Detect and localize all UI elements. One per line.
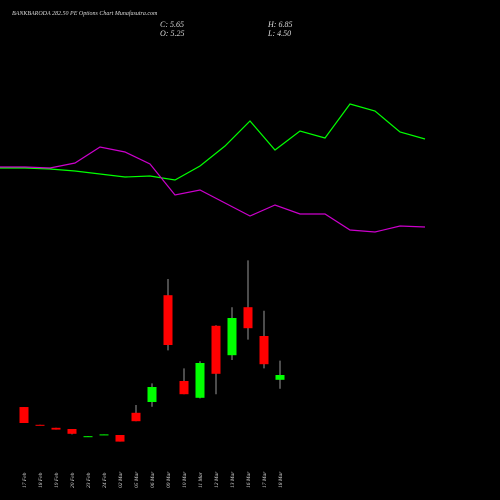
candle-body — [227, 318, 237, 356]
x-tick-label: 17 Mar — [262, 471, 268, 488]
ohlc-low: L: 4.50 — [267, 29, 291, 38]
candle-body — [259, 336, 269, 365]
x-tick-label: 17 Feb — [22, 472, 28, 488]
x-tick-label: 11 Mar — [198, 471, 204, 488]
ohlc-open: O: 5.25 — [160, 29, 184, 38]
candle-body — [83, 436, 93, 438]
x-tick-label: 05 Mar — [134, 471, 140, 488]
candle-body — [243, 307, 253, 329]
x-tick-label: 20 Feb — [70, 472, 76, 488]
x-tick-label: 06 Mar — [150, 471, 156, 488]
candle-body — [275, 375, 285, 380]
x-tick-label: 23 Feb — [86, 472, 92, 488]
chart-title: BANKBARODA 282.50 PE Options Chart Munaf… — [12, 10, 158, 17]
x-tick-label: 24 Feb — [101, 472, 108, 488]
candle-body — [35, 424, 45, 426]
x-tick-label: 12 Mar — [214, 471, 220, 488]
x-tick-label: 13 Mar — [230, 471, 236, 488]
candle-body — [131, 412, 141, 422]
candle-body — [163, 295, 173, 345]
indicator-line — [0, 146, 426, 233]
x-tick-label: 18 Mar — [278, 471, 284, 488]
x-tick-label: 10 Mar — [182, 471, 188, 488]
x-tick-label: 18 Feb — [38, 472, 44, 488]
candle-body — [19, 407, 29, 423]
x-tick-label: 09 Mar — [166, 471, 172, 488]
indicator-line — [0, 103, 426, 181]
x-tick-label: 02 Mar — [118, 471, 124, 488]
candle-body — [147, 387, 157, 402]
candle-body — [211, 325, 221, 374]
ohlc-high: H: 6.85 — [267, 20, 292, 29]
candle-body — [115, 435, 125, 442]
candle-body — [67, 429, 77, 434]
candle-body — [51, 427, 61, 430]
candle-body — [99, 434, 109, 436]
x-tick-label: 16 Mar — [246, 471, 252, 488]
ohlc-close: C: 5.65 — [160, 20, 184, 29]
x-tick-label: 19 Feb — [54, 472, 60, 488]
candle-body — [179, 381, 189, 395]
candle-body — [195, 363, 205, 398]
